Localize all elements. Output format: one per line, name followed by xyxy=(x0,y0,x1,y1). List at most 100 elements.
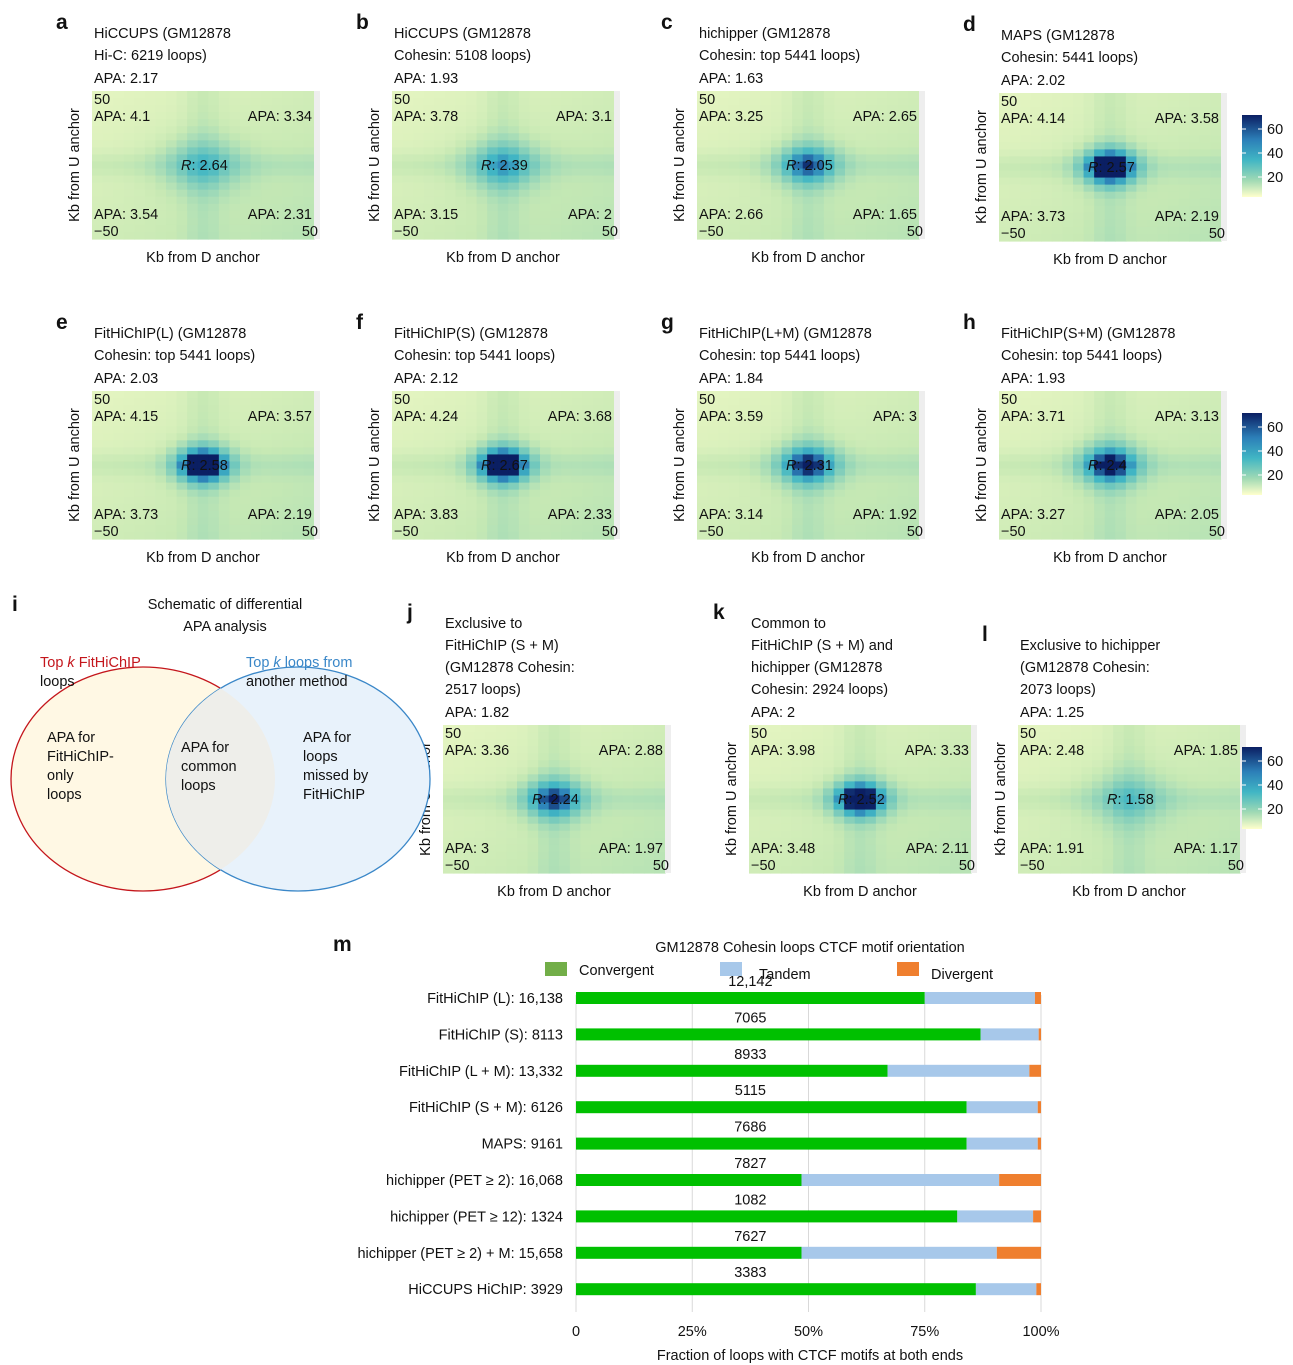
heatmap-cell xyxy=(1136,503,1148,512)
heatmap-cell xyxy=(823,816,835,825)
heatmap-cell xyxy=(187,419,199,427)
heatmap-cell xyxy=(423,440,435,448)
heatmap-cell xyxy=(845,91,857,99)
heatmap-cell xyxy=(208,154,220,163)
heatmap-cell xyxy=(1102,781,1114,790)
heatmap-cell xyxy=(939,753,951,761)
heatmap-cell xyxy=(928,725,940,733)
heatmap-cell xyxy=(1009,468,1021,477)
heatmap-cell xyxy=(240,419,252,427)
heatmap-cell xyxy=(697,168,709,177)
heatmap-cell xyxy=(749,837,761,846)
heatmap-cell xyxy=(487,447,499,456)
heatmap-cell xyxy=(633,809,645,818)
heatmap-cell xyxy=(497,531,509,540)
heatmap-cell xyxy=(559,753,571,761)
heatmap-cell xyxy=(134,433,146,441)
heatmap-cell xyxy=(749,133,762,141)
heatmap-cell xyxy=(1115,454,1127,463)
heatmap-cell xyxy=(728,189,740,198)
heatmap-cell xyxy=(592,405,605,413)
heatmap-cell xyxy=(876,482,888,491)
heatmap-cell xyxy=(886,753,898,761)
heatmap-cell xyxy=(759,781,771,790)
heatmap-cell xyxy=(1060,739,1072,747)
heatmap-cell xyxy=(229,426,241,434)
heatmap-cell xyxy=(455,440,467,448)
heatmap-cell xyxy=(907,732,919,740)
heatmap-cell xyxy=(218,426,231,434)
heatmap-cell xyxy=(897,433,910,441)
heatmap-cell xyxy=(823,837,835,846)
heatmap-cell xyxy=(176,510,188,519)
heatmap-cell xyxy=(739,489,751,498)
heatmap-cell xyxy=(282,126,294,134)
heatmap-edge xyxy=(314,391,320,539)
heatmap-cell xyxy=(455,496,467,505)
heatmap-cell xyxy=(102,426,114,434)
heatmap-cell xyxy=(529,517,541,526)
heatmap-cell xyxy=(1051,440,1064,448)
heatmap-cell xyxy=(781,398,793,406)
heatmap-cell xyxy=(582,412,594,420)
heatmap-cell xyxy=(559,851,571,860)
heatmap-cell xyxy=(759,746,771,754)
heatmap-cell xyxy=(466,140,478,148)
heatmap-cell xyxy=(476,224,488,233)
heatmap-cell xyxy=(845,496,857,505)
heatmap-cell xyxy=(303,489,315,498)
apa-score: APA: 1.82 xyxy=(445,705,509,721)
heatmap-cell xyxy=(1189,135,1201,143)
heatmap-cell xyxy=(208,161,220,170)
heatmap-cell xyxy=(1041,184,1053,193)
heatmap-cell xyxy=(506,767,518,775)
heatmap-cell xyxy=(591,725,603,733)
heatmap-cell xyxy=(292,140,305,148)
heatmap-cell xyxy=(1113,781,1125,790)
heatmap-cell xyxy=(1030,93,1042,101)
heatmap-cell xyxy=(102,503,114,512)
heatmap-cell xyxy=(813,468,825,477)
heatmap-cell xyxy=(282,168,294,177)
heatmap-cell xyxy=(845,391,857,399)
heatmap-cell xyxy=(1210,128,1222,136)
heatmap-cell xyxy=(453,851,465,860)
heatmap-cell xyxy=(1060,823,1072,832)
heatmap-cell xyxy=(781,412,793,420)
heatmap-cell xyxy=(485,823,497,832)
heatmap-cell xyxy=(176,447,188,456)
heatmap-cell xyxy=(802,105,814,113)
apa-score: APA: 2.03 xyxy=(94,371,158,387)
heatmap-cell xyxy=(569,816,582,825)
heatmap-cell xyxy=(518,447,531,456)
heatmap-cell xyxy=(866,489,878,498)
heatmap-cell xyxy=(1009,170,1021,179)
heatmap-cell xyxy=(495,753,508,761)
heatmap-cell xyxy=(208,482,220,491)
heatmap-cell xyxy=(282,482,294,491)
apa-lower-right: APA: 2 xyxy=(568,207,612,223)
heatmap-cell xyxy=(1104,100,1116,108)
heatmap-cell xyxy=(1049,725,1061,733)
heatmap-cell xyxy=(548,865,560,874)
heatmap-cell xyxy=(739,426,751,434)
heatmap-cell xyxy=(402,105,414,113)
heatmap-cell xyxy=(845,126,857,134)
colorbar-tick-label: 20 xyxy=(1267,170,1283,186)
heatmap-cell xyxy=(728,468,740,477)
heatmap-cell xyxy=(866,105,878,113)
heatmap-cell xyxy=(550,196,562,205)
heatmap-cell xyxy=(571,161,583,170)
heatmap-cell xyxy=(1094,405,1106,413)
heatmap-cell xyxy=(240,475,252,484)
apa-heatmap xyxy=(443,725,666,874)
heatmap-cell xyxy=(949,837,962,846)
heatmap-cell xyxy=(102,419,114,427)
heatmap-cell xyxy=(855,182,867,191)
heatmap-cell xyxy=(518,224,531,233)
heatmap-cell xyxy=(1041,440,1053,448)
heatmap-cell xyxy=(1049,760,1061,768)
heatmap-cell xyxy=(1115,149,1127,158)
heatmap-cell xyxy=(197,210,209,219)
tick-label-bottom: −50 xyxy=(94,524,119,540)
